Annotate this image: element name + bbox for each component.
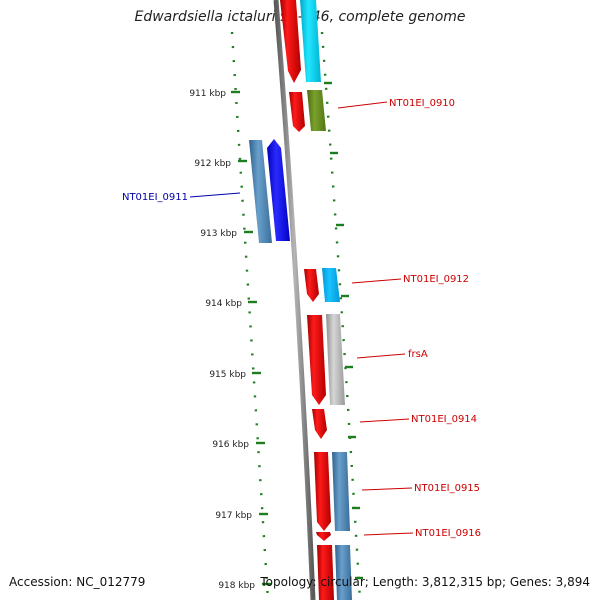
- gene-red-6: [314, 452, 331, 531]
- genome-backbone: [273, 0, 316, 600]
- gene-red-7: [316, 532, 331, 541]
- gene-red-4: [307, 315, 326, 405]
- leader-nt0912: [351, 278, 402, 284]
- label-nt0910: NT01EI_0910: [389, 98, 455, 109]
- gene-red-3: [304, 269, 319, 302]
- leader-nt0916: [363, 532, 414, 536]
- gene-olive-nt0910: [307, 90, 326, 131]
- gene-blue-nt0911: [267, 139, 290, 241]
- leader-nt0911: [189, 192, 241, 198]
- tick-label-911: 911 kbp: [189, 89, 226, 99]
- gene-red-8: [317, 545, 334, 600]
- gene-gray-frsA: [326, 314, 345, 405]
- gene-steel-nt0915: [332, 452, 350, 531]
- forward-strand-genes: [280, 0, 334, 600]
- accession-text: Accession: NC_012779: [9, 575, 146, 589]
- leader-nt0915: [361, 487, 413, 491]
- label-leaders: [189, 101, 414, 536]
- label-nt0912: NT01EI_0912: [403, 274, 469, 285]
- topology-text: Topology: circular; Length: 3,812,315 bp…: [260, 575, 590, 589]
- gene-steel-nt0911: [249, 140, 272, 243]
- gene-red-2: [289, 92, 305, 132]
- leader-nt0914: [359, 418, 410, 423]
- tick-label-912: 912 kbp: [194, 159, 231, 169]
- gene-sky-nt0912: [322, 268, 340, 302]
- gene-red-5: [312, 409, 327, 439]
- tick-label-915: 915 kbp: [209, 370, 246, 380]
- colored-genes: [249, 0, 352, 600]
- tick-label-918: 918 kbp: [218, 581, 255, 591]
- label-nt0915: NT01EI_0915: [414, 483, 480, 494]
- tick-label-916: 916 kbp: [212, 440, 249, 450]
- tick-label-913: 913 kbp: [200, 229, 237, 239]
- label-nt0914: NT01EI_0914: [411, 414, 477, 425]
- leader-frsA: [356, 353, 406, 359]
- tick-label-917: 917 kbp: [215, 511, 252, 521]
- gene-red-1: [280, 0, 301, 83]
- gene-steel-2: [335, 545, 352, 600]
- label-nt0911: NT01EI_0911: [122, 192, 188, 203]
- map-title: Edwardsiella ictaluri 93-146, complete g…: [134, 9, 466, 25]
- label-nt0916: NT01EI_0916: [415, 528, 481, 539]
- leader-nt0910: [337, 101, 388, 109]
- label-frsA: frsA: [408, 349, 428, 360]
- gene-cyan-1: [300, 0, 321, 82]
- tick-track-left: [230, 31, 270, 600]
- major-ticks: [231, 81, 363, 586]
- tick-label-914: 914 kbp: [205, 299, 242, 309]
